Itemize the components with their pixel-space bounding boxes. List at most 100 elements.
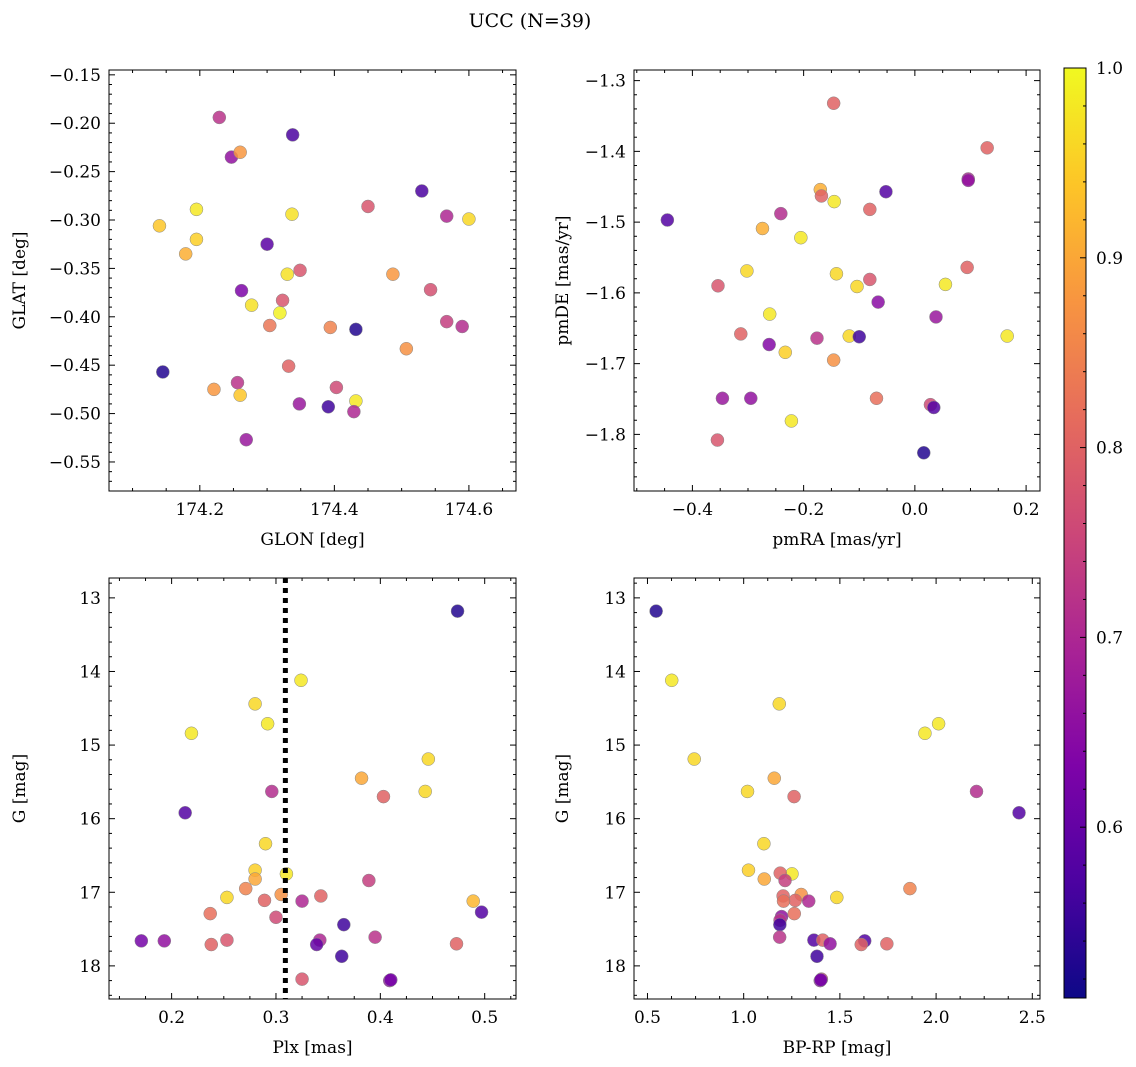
- pmra-pmde-point: [980, 141, 994, 155]
- glon-glat-point: [207, 382, 221, 397]
- pmra-pmde-point: [961, 173, 976, 188]
- glon-glat-point: [439, 209, 454, 223]
- bprp-g-point: [767, 771, 782, 785]
- bprp-g-point: [772, 697, 787, 711]
- bprp-g-point: [814, 973, 828, 987]
- glon-glat-point: [349, 322, 363, 337]
- pmra-pmde-point: [850, 279, 864, 294]
- colorbar-tick-label: 0.8: [1096, 439, 1123, 459]
- glon-glat-point: [285, 207, 299, 221]
- bprp-g-point: [776, 894, 791, 908]
- plx-g-point: [294, 673, 308, 688]
- plx-g-point: [376, 789, 391, 804]
- glon-glat-point: [178, 247, 193, 261]
- plx-g-point: [203, 906, 217, 921]
- glon-glat-point: [455, 319, 469, 334]
- plx-g-point: [269, 910, 283, 925]
- glon-glat-point: [230, 375, 245, 390]
- glon-glat-y-tick-label: −0.35: [49, 259, 101, 279]
- glon-glat-axes-frame: [108, 69, 517, 492]
- bprp-g-point: [903, 881, 917, 896]
- panel-glon-glat: 174.2 174.4 174.6 −0.55 −0.50 −0.45 −0.40 −0.35…: [10, 66, 517, 550]
- glon-glat-x-tick-label: 174.6: [445, 500, 494, 520]
- bprp-g-point: [787, 789, 801, 804]
- glon-glat-y-tick-label: −0.25: [49, 163, 101, 183]
- glon-glat-point: [293, 263, 307, 278]
- plx-g-point: [178, 806, 192, 820]
- pmra-pmde-point: [762, 337, 776, 352]
- colorbar: 0.6 0.7 0.8 0.9 1.0: [1063, 59, 1123, 999]
- bprp-g-point: [773, 917, 787, 932]
- pmra-pmde-point: [879, 184, 893, 199]
- glon-glat-x-tick-label: 174.2: [175, 500, 224, 520]
- pmra-pmde-point: [829, 267, 844, 281]
- bprp-g-point: [918, 726, 932, 741]
- bprp-g-y-tick-label: 15: [604, 736, 626, 756]
- pmra-pmde-point: [869, 391, 884, 406]
- glon-glat-point: [263, 318, 277, 333]
- bprp-g-point: [788, 893, 802, 908]
- panel-pmra-pmde: −0.4 −0.2 0.0 0.2 −1.8 −1.7 −1.6 −1.5 −1.4 −1.3 pm…: [553, 69, 1041, 550]
- bprp-g-point: [969, 784, 984, 799]
- bprp-g-y-tick-label: 14: [604, 662, 626, 682]
- colorbar-tick-label: 1.0: [1096, 59, 1123, 79]
- plx-g-point: [258, 836, 273, 851]
- bprp-g-point: [778, 873, 792, 888]
- pmra-pmde-point: [938, 277, 953, 292]
- pmra-pmde-y-tick-label: −1.8: [585, 425, 626, 445]
- pmra-pmde-point: [917, 446, 931, 460]
- pmra-pmde-point: [711, 279, 725, 293]
- plx-g-point: [337, 917, 351, 932]
- pmra-pmde-point: [814, 189, 829, 203]
- plx-g-point: [314, 889, 328, 903]
- plx-g-x-tick-label: 0.2: [158, 1008, 185, 1028]
- glon-glat-point: [281, 359, 296, 373]
- bprp-g-x-axis-label: BP-RP [mag]: [783, 1038, 892, 1058]
- panel-plx-g: 0.2 0.3 0.4 0.5 13 14 15 16 17 18 Plx [mas] G [mag]: [10, 577, 517, 1058]
- glon-glat-y-tick-label: −0.55: [49, 453, 101, 473]
- pmra-pmde-x-axis-label: pmRA [mas/yr]: [772, 530, 901, 550]
- plx-g-y-tick-label: 16: [79, 810, 101, 830]
- plx-g-point: [248, 697, 262, 711]
- plx-g-y-tick-label: 17: [79, 883, 101, 903]
- plx-g-y-tick-label: 13: [79, 589, 101, 609]
- pmra-pmde-point: [784, 414, 799, 428]
- plx-g-point: [354, 771, 369, 785]
- plx-g-point: [450, 604, 465, 618]
- glon-glat-point: [280, 267, 295, 281]
- figure-title: UCC (N=39): [469, 10, 592, 32]
- plx-g-point: [238, 881, 253, 896]
- bprp-g-y-tick-label: 16: [604, 810, 626, 830]
- bprp-g-x-tick-label: 1.0: [730, 1008, 757, 1028]
- glon-glat-y-axis-label: GLAT [deg]: [10, 231, 30, 329]
- plx-g-point: [220, 933, 234, 947]
- plx-g-point: [474, 905, 489, 919]
- pmra-pmde-point: [827, 194, 841, 209]
- glon-glat-point: [439, 314, 454, 329]
- pmra-pmde-point: [871, 295, 885, 309]
- bprp-g-point: [740, 784, 755, 799]
- glon-glat-point: [399, 341, 414, 356]
- plx-g-point: [362, 873, 376, 888]
- colorbar-tick-label: 0.7: [1096, 628, 1123, 648]
- glon-glat-point: [347, 404, 361, 419]
- pmra-pmde-point: [774, 206, 788, 221]
- glon-glat-point: [239, 432, 253, 447]
- plx-g-point: [334, 949, 349, 964]
- pmra-pmde-y-tick-label: −1.5: [585, 213, 626, 233]
- pmra-pmde-point: [826, 96, 841, 111]
- bprp-g-point: [931, 716, 946, 731]
- plx-g-point: [449, 937, 464, 951]
- bprp-g-point: [801, 894, 816, 908]
- plx-g-point: [384, 973, 398, 987]
- plx-g-y-tick-label: 15: [79, 736, 101, 756]
- bprp-g-point: [649, 604, 663, 618]
- glon-glat-point: [273, 306, 287, 320]
- glon-glat-y-tick-label: −0.50: [49, 405, 101, 425]
- plx-g-x-tick-label: 0.4: [367, 1008, 394, 1028]
- plx-g-point: [248, 872, 262, 886]
- bprp-g-x-tick-label: 0.5: [634, 1008, 661, 1028]
- bprp-g-point: [757, 836, 771, 851]
- bprp-g-point: [741, 863, 756, 877]
- glon-glat-point: [212, 110, 227, 125]
